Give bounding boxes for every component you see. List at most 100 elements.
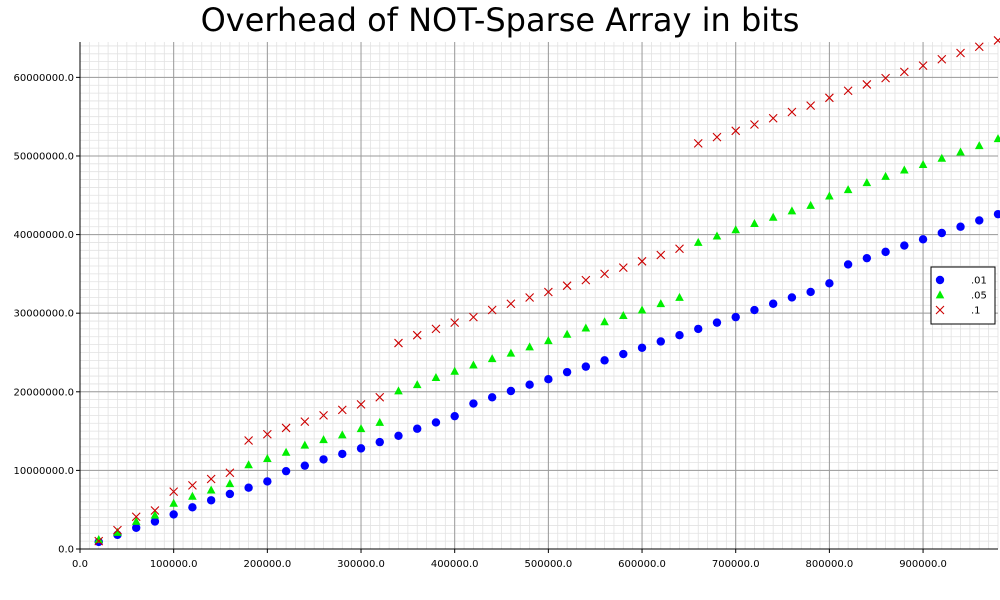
data-point: [750, 120, 759, 129]
data-point: [131, 516, 141, 525]
data-point: [806, 101, 816, 111]
data-points: [94, 36, 1000, 547]
data-point: [768, 113, 778, 123]
data-point: [506, 299, 516, 309]
y-tick-label: 20000000.0: [14, 387, 74, 398]
series-circle: [94, 209, 1000, 547]
data-point: [974, 42, 984, 52]
data-point: [319, 455, 328, 464]
data-point: [787, 293, 797, 302]
x-tick-label: 0.0: [72, 559, 88, 570]
data-point: [900, 241, 909, 250]
data-point: [300, 417, 310, 427]
data-point: [506, 386, 516, 396]
data-point: [675, 330, 684, 340]
data-point: [806, 200, 815, 209]
data-point: [337, 430, 347, 439]
data-point: [693, 139, 703, 148]
x-tick-label: 900000.0: [899, 559, 947, 570]
data-point: [956, 147, 965, 156]
data-point: [787, 206, 797, 215]
data-point: [412, 330, 422, 340]
data-point: [525, 293, 535, 302]
y-tick-label: 60000000.0: [14, 73, 74, 84]
data-point: [618, 263, 628, 272]
chart-title: Overhead of NOT-Sparse Array in bits: [200, 1, 800, 39]
data-point: [975, 216, 984, 225]
data-point: [712, 231, 722, 240]
data-point: [843, 86, 853, 96]
data-point: [900, 165, 909, 174]
data-point: [619, 310, 628, 319]
x-tick-label: 600000.0: [618, 559, 666, 570]
data-point: [206, 485, 216, 494]
data-point: [188, 491, 197, 500]
data-point: [956, 48, 965, 58]
data-point: [843, 260, 853, 269]
data-point: [937, 54, 947, 64]
data-point: [188, 503, 197, 512]
data-point: [506, 348, 516, 357]
data-point: [244, 436, 254, 445]
data-point: [375, 392, 385, 402]
data-point: [394, 431, 403, 441]
data-point: [918, 160, 928, 169]
data-point: [637, 305, 647, 314]
data-point: [675, 292, 684, 301]
data-point: [375, 417, 385, 426]
data-point: [581, 362, 591, 371]
data-point: [768, 299, 778, 308]
data-point: [450, 411, 459, 421]
data-point: [825, 279, 834, 288]
data-point: [469, 312, 478, 322]
data-point: [843, 185, 853, 194]
data-point: [300, 440, 310, 449]
data-point: [375, 437, 384, 447]
data-point: [600, 317, 609, 326]
data-point: [150, 510, 160, 519]
data-point: [281, 466, 291, 476]
data-point: [899, 67, 909, 77]
data-point: [281, 447, 291, 456]
data-point: [581, 275, 591, 285]
data-point: [262, 429, 272, 439]
data-point: [619, 349, 628, 359]
data-point: [825, 191, 834, 200]
data-point: [206, 474, 216, 484]
data-point: [412, 380, 422, 389]
data-point: [525, 342, 534, 351]
data-point: [562, 329, 572, 338]
data-point: [544, 375, 553, 384]
data-point: [431, 324, 441, 334]
data-point: [338, 449, 347, 459]
x-tick-label: 500000.0: [525, 559, 573, 570]
axes: [76, 42, 998, 553]
data-point: [487, 393, 497, 402]
data-point: [487, 305, 497, 315]
data-point: [993, 209, 1000, 219]
data-point: [225, 479, 235, 488]
x-tick-label: 400000.0: [431, 559, 479, 570]
legend-label: .05: [971, 291, 987, 302]
data-point: [356, 424, 366, 433]
data-point: [319, 435, 328, 444]
x-tick-label: 300000.0: [337, 559, 385, 570]
data-point: [450, 366, 459, 375]
minor-grid: [79, 42, 999, 550]
data-point: [225, 489, 235, 499]
data-point: [656, 250, 666, 260]
data-point: [562, 281, 572, 291]
data-point: [731, 312, 740, 322]
x-tick-label: 700000.0: [712, 559, 760, 570]
y-tick-label: 50000000.0: [14, 151, 74, 162]
y-tick-label: 0.0: [58, 545, 74, 556]
x-tick-label: 800000.0: [806, 559, 854, 570]
data-point: [356, 444, 366, 453]
data-point: [581, 323, 591, 332]
data-point: [319, 410, 328, 420]
data-point: [113, 525, 122, 535]
data-point: [993, 36, 1000, 45]
data-point: [937, 228, 946, 238]
legend-label: .1: [971, 306, 981, 317]
data-point: [150, 506, 160, 515]
